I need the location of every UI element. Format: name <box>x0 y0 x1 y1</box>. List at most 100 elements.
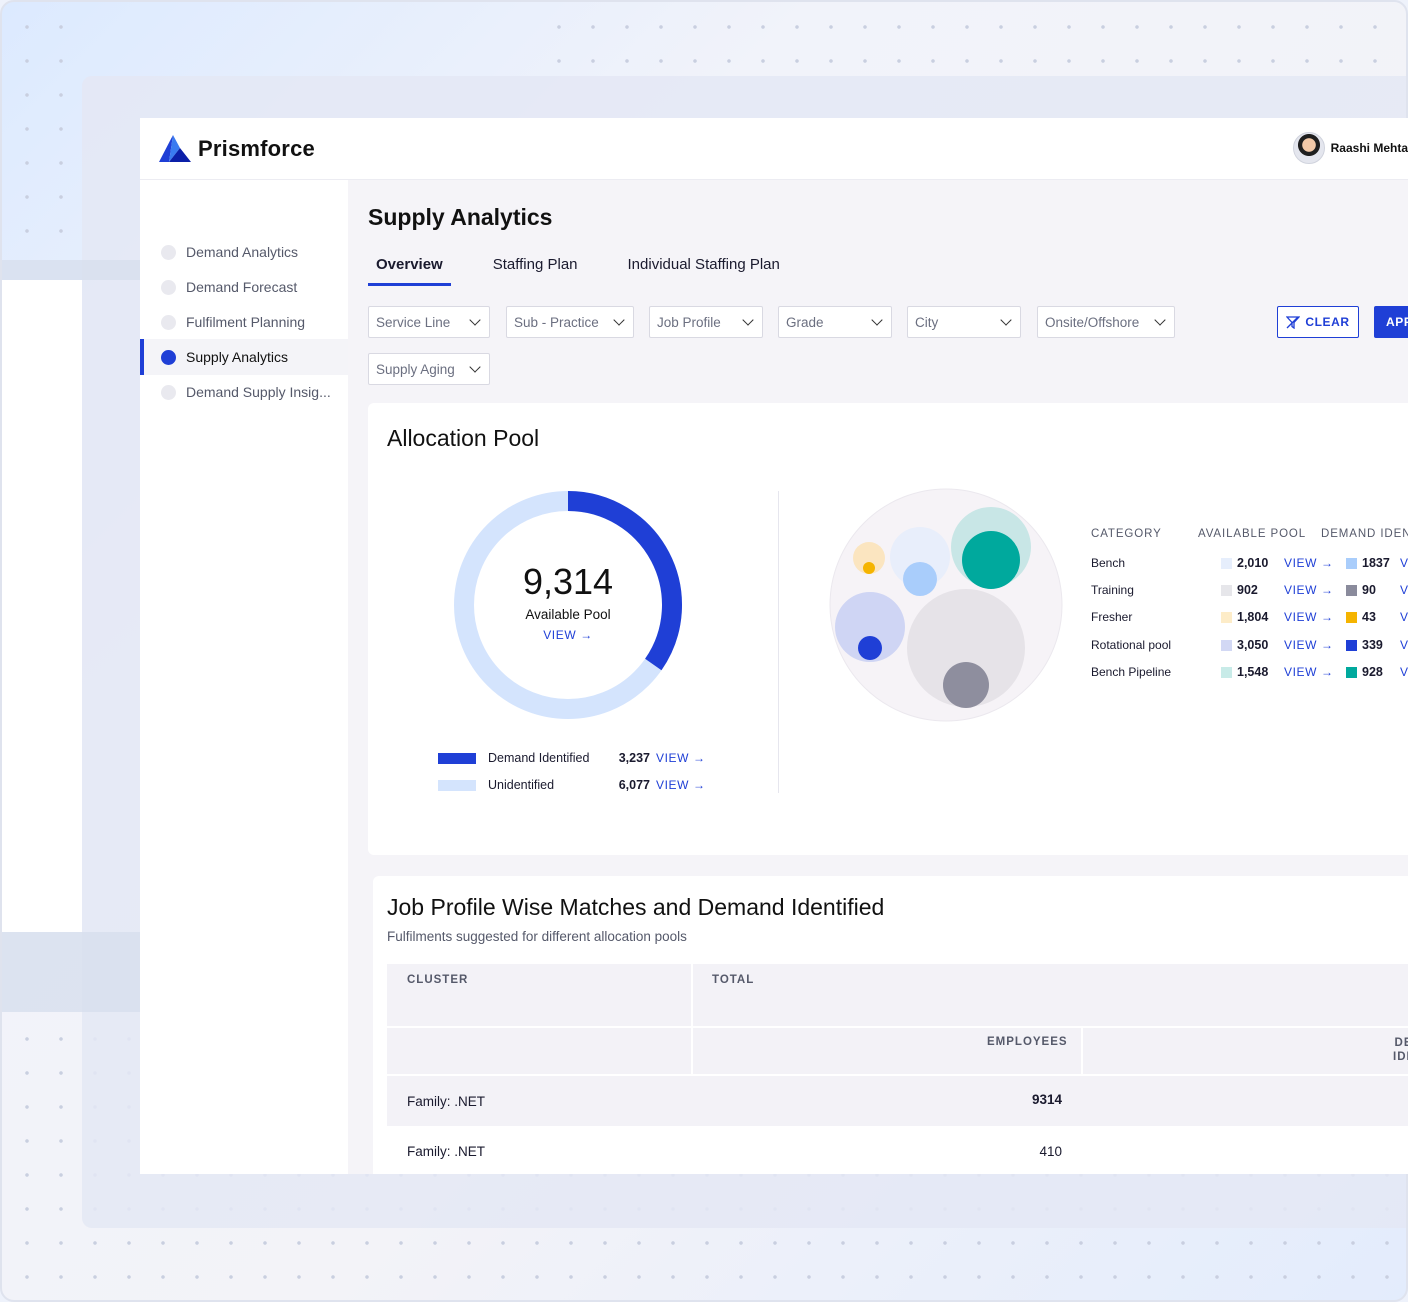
clear-label: CLEAR <box>1305 315 1350 329</box>
legend-label: Demand Identified <box>488 751 590 765</box>
job-profile-subtitle: Fulfilments suggested for different allo… <box>387 929 687 944</box>
sidebar-item-demand-forecast[interactable]: Demand Forecast <box>140 269 348 305</box>
tab-individual-staffing-plan[interactable]: Individual Staffing Plan <box>627 256 780 273</box>
employees-header: EMPLOYEES <box>987 1036 1068 1048</box>
service-line-filter[interactable]: Service Line <box>368 306 490 338</box>
bubble-fresher-pool <box>853 542 885 574</box>
city-filter[interactable]: City <box>907 306 1021 338</box>
category-pool-cell: 902 VIEW → <box>1221 583 1334 597</box>
legend-demand-identified: Demand Identified 3,237 VIEW → <box>438 751 706 765</box>
sidebar-item-label: Demand Supply Insig... <box>186 384 331 400</box>
cluster-header: CLUSTER <box>407 974 469 986</box>
demand-view-link[interactable]: VIEW → <box>1400 638 1408 652</box>
category-name: Training <box>1091 583 1134 597</box>
filter-label: Grade <box>786 314 824 330</box>
demand-view-link[interactable]: VIEW → <box>1400 556 1408 570</box>
category-bubble-chart <box>829 488 1063 722</box>
logo[interactable]: Prismforce <box>158 134 315 164</box>
category-pool-cell: 2,010 VIEW → <box>1221 556 1334 570</box>
demand-value: 928 <box>1362 665 1383 679</box>
pool-swatch <box>1221 639 1232 651</box>
legend-unidentified: Unidentified 6,077 VIEW → <box>438 778 706 792</box>
allocation-pool-title: Allocation Pool <box>387 425 540 451</box>
chevron-down-icon <box>1000 314 1012 326</box>
pool-swatch <box>1221 557 1232 569</box>
demand-view-link[interactable]: VIEW → <box>1400 610 1408 624</box>
chevron-down-icon <box>613 314 625 326</box>
category-name: Bench Pipeline <box>1091 665 1172 679</box>
bubble-rotational-pool <box>835 592 905 662</box>
available-pool-header: AVAILABLE POOL <box>1198 528 1307 540</box>
user-menu[interactable]: Raashi Mehta <box>1292 132 1408 164</box>
sidebar-item-demand-supply-insights[interactable]: Demand Supply Insig... <box>140 374 348 410</box>
onsite-offshore-filter[interactable]: Onsite/Offshore <box>1037 306 1175 338</box>
chevron-down-icon <box>742 314 754 326</box>
legend-swatch <box>438 779 476 791</box>
pool-view-link[interactable]: VIEW → <box>1284 665 1334 679</box>
pool-view-link[interactable]: VIEW → <box>1284 556 1334 570</box>
decor-strip <box>2 260 142 280</box>
avatar[interactable] <box>1292 132 1325 164</box>
filter-label: City <box>915 314 939 330</box>
grade-filter[interactable]: Grade <box>778 306 892 338</box>
filter-label: Supply Aging <box>376 361 455 377</box>
category-demand-cell: 1837 VIEW → <box>1346 556 1408 570</box>
filter-clear-icon <box>1286 315 1301 329</box>
supply-aging-filter[interactable]: Supply Aging <box>368 353 490 385</box>
column-divider <box>1081 1026 1083 1074</box>
pool-view-link[interactable]: VIEW → <box>1284 583 1334 597</box>
table-row[interactable]: Family: .NET 9314 <box>387 1076 1408 1126</box>
category-pool-cell: 1,548 VIEW → <box>1221 665 1334 679</box>
table-subheader-band <box>387 1026 1408 1074</box>
filter-label: Onsite/Offshore <box>1045 314 1140 330</box>
nav-dot-icon <box>161 314 176 330</box>
demand-view-link[interactable]: VIEW → <box>1400 583 1408 597</box>
pool-value: 2,010 <box>1237 556 1269 570</box>
pool-view-link[interactable]: VIEW → <box>1284 610 1334 624</box>
bubble-fresher-demand <box>863 562 875 574</box>
table-row[interactable]: Family: .NET 410 <box>387 1128 1408 1174</box>
clear-button[interactable]: CLEAR <box>1277 306 1359 338</box>
top-bar: Prismforce Raashi Mehta <box>140 118 1408 180</box>
demand-value: 339 <box>1362 638 1383 652</box>
demand-view-link[interactable]: VIEW → <box>1400 665 1408 679</box>
sidebar-item-demand-analytics[interactable]: Demand Analytics <box>140 234 348 270</box>
apply-label: APPLY <box>1386 315 1408 329</box>
filter-label: Job Profile <box>657 314 721 330</box>
sidebar-item-supply-analytics[interactable]: Supply Analytics <box>140 339 348 375</box>
decor-panel <box>2 280 82 932</box>
legend-view-link[interactable]: VIEW → <box>656 751 706 765</box>
bubble-training-demand <box>943 662 989 708</box>
employees-cell: 410 <box>1039 1144 1062 1159</box>
chevron-down-icon <box>469 361 481 373</box>
sidebar-item-label: Supply Analytics <box>186 349 288 365</box>
category-name: Bench <box>1091 556 1126 570</box>
logo-text: Prismforce <box>198 136 315 161</box>
dot-pattern-top <box>542 10 1406 70</box>
vertical-divider <box>778 491 779 793</box>
legend-label: Unidentified <box>488 778 555 792</box>
column-divider <box>691 964 693 1074</box>
available-pool-total: 9,314 <box>522 561 614 602</box>
sidebar-item-fulfilment-planning[interactable]: Fulfilment Planning <box>140 304 348 340</box>
demand-value: 43 <box>1362 610 1376 624</box>
legend-view-link[interactable]: VIEW → <box>656 778 706 792</box>
pool-view-link[interactable]: VIEW → <box>1284 638 1334 652</box>
demand-identified-header: DEMAND IDENTIFIED <box>1321 528 1408 540</box>
job-profile-filter[interactable]: Job Profile <box>649 306 763 338</box>
sub-practice-filter[interactable]: Sub - Practice <box>506 306 634 338</box>
tab-staffing-plan[interactable]: Staffing Plan <box>492 256 578 273</box>
category-demand-cell: 339 VIEW → <box>1346 638 1408 652</box>
apply-button[interactable]: APPLY <box>1374 306 1408 338</box>
available-pool-view-link[interactable]: VIEW → <box>543 628 593 642</box>
job-profile-title: Job Profile Wise Matches and Demand Iden… <box>387 894 885 920</box>
demand-value: 90 <box>1362 583 1376 597</box>
app-window: Prismforce Raashi Mehta Demand Analytics… <box>140 118 1408 1174</box>
chevron-down-icon <box>871 314 883 326</box>
available-pool-label: Available Pool <box>525 607 611 622</box>
demand-swatch <box>1346 557 1357 569</box>
tab-overview[interactable]: Overview <box>368 256 451 286</box>
bubble-bench-pipeline-demand <box>962 531 1020 589</box>
legend-swatch <box>438 752 476 764</box>
pool-swatch <box>1221 666 1232 678</box>
